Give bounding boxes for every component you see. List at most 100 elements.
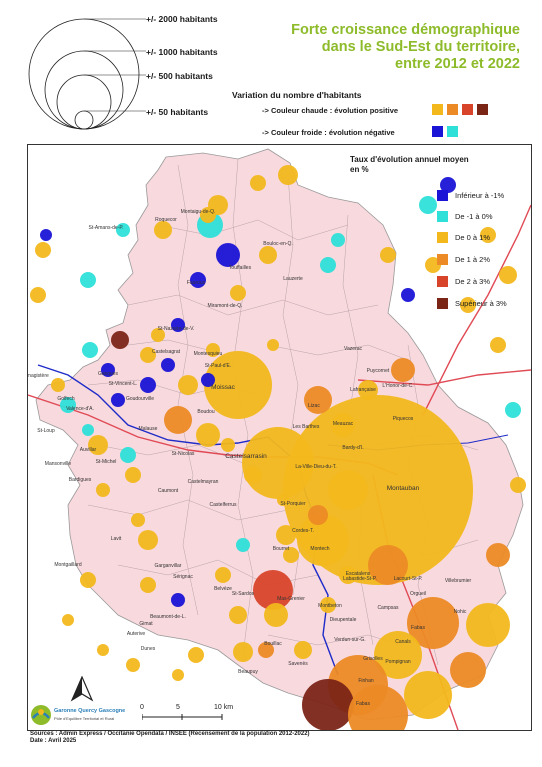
commune-circle[interactable] [242,427,314,499]
warm-swatch-3 [462,104,473,115]
commune-circle[interactable] [401,288,415,302]
commune-circle[interactable] [374,631,422,679]
commune-circle[interactable] [164,406,192,434]
commune-circle[interactable] [116,223,130,237]
commune-circle[interactable] [320,257,336,273]
commune-circle[interactable] [259,246,277,264]
commune-circle[interactable] [190,272,206,288]
commune-circle[interactable] [278,165,298,185]
commune-circle[interactable] [216,243,240,267]
commune-label: Montgaillard [54,562,81,568]
commune-circle[interactable] [82,342,98,358]
commune-circle[interactable] [328,470,368,510]
commune-circle[interactable] [250,175,266,191]
commune-circle[interactable] [221,438,235,452]
commune-circle[interactable] [499,266,517,284]
commune-circle[interactable] [267,339,279,351]
commune-circle[interactable] [126,658,140,672]
commune-label: Montbeton [318,603,342,609]
commune-label: Villebrumier [445,578,472,584]
commune-circle[interactable] [510,477,526,493]
source-line-2: Date : Avril 2025 [30,738,77,744]
commune-circle[interactable] [96,483,110,497]
commune-circle[interactable] [172,669,184,681]
commune-circle[interactable] [380,247,396,263]
commune-circle[interactable] [208,195,228,215]
commune-circle[interactable] [302,679,354,730]
commune-circle[interactable] [171,318,185,332]
commune-circle[interactable] [407,597,459,649]
commune-circle[interactable] [62,614,74,626]
commune-circle[interactable] [111,393,125,407]
map-frame[interactable]: Montaigu-de-Q. Roquecor St-Amans-de-P. Boul… [27,144,532,731]
commune-circle[interactable] [131,513,145,527]
commune-circle[interactable] [125,467,141,483]
commune-circle[interactable] [151,328,165,342]
commune-circle[interactable] [154,221,172,239]
title-line-2: dans le Sud-Est du territoire, [321,39,520,55]
commune-circle[interactable] [320,597,336,613]
commune-circle[interactable] [80,272,96,288]
commune-circle[interactable] [88,435,108,455]
commune-circle[interactable] [97,644,109,656]
commune-circle[interactable] [339,566,357,584]
commune-circle[interactable] [440,177,456,193]
commune-circle[interactable] [51,378,65,392]
commune-circle[interactable] [178,375,198,395]
commune-circle[interactable] [490,337,506,353]
commune-circle[interactable] [368,545,408,585]
commune-circle[interactable] [276,525,296,545]
commune-circle[interactable] [331,413,355,437]
commune-circle[interactable] [140,577,156,593]
commune-circle[interactable] [348,685,408,730]
commune-circle[interactable] [277,494,289,506]
commune-circle[interactable] [244,466,262,484]
commune-circle[interactable] [35,242,51,258]
commune-circle[interactable] [391,358,415,382]
commune-circle[interactable] [171,593,185,607]
commune-circle[interactable] [30,287,46,303]
commune-circle[interactable] [304,386,332,414]
commune-circle[interactable] [215,567,231,583]
commune-circle[interactable] [419,196,437,214]
rate-swatch-1 [437,190,448,201]
commune-circle[interactable] [258,642,274,658]
commune-circle[interactable] [40,229,52,241]
commune-circle[interactable] [233,642,253,662]
commune-label: Puycornet [367,368,390,374]
commune-circle[interactable] [80,572,96,588]
size-legend-2000: +/- 2000 habitants [146,14,218,24]
commune-circle[interactable] [206,343,220,357]
commune-circle[interactable] [466,603,510,647]
commune-circle[interactable] [196,423,220,447]
commune-circle[interactable] [120,447,136,463]
commune-circle[interactable] [201,373,215,387]
commune-circle[interactable] [204,351,272,419]
commune-circle[interactable] [111,331,129,349]
commune-circle[interactable] [297,514,349,566]
commune-circle[interactable] [308,505,328,525]
commune-circle[interactable] [60,397,76,413]
commune-circle[interactable] [82,424,94,436]
commune-circle[interactable] [229,606,247,624]
commune-circle[interactable] [236,538,250,552]
commune-circle[interactable] [253,570,293,610]
commune-circle[interactable] [264,603,288,627]
commune-circle[interactable] [283,547,299,563]
commune-circle[interactable] [294,641,312,659]
commune-circle[interactable] [138,530,158,550]
commune-circle[interactable] [480,227,496,243]
commune-circle[interactable] [404,671,452,719]
commune-circle[interactable] [140,347,156,363]
commune-circle[interactable] [188,647,204,663]
commune-circle[interactable] [460,297,476,313]
commune-circle[interactable] [505,402,521,418]
commune-circle[interactable] [140,377,156,393]
commune-circle[interactable] [101,363,115,377]
commune-circle[interactable] [358,380,378,400]
commune-circle[interactable] [486,543,510,567]
commune-circle[interactable] [230,285,246,301]
commune-circle[interactable] [331,233,345,247]
commune-circle[interactable] [161,358,175,372]
commune-circle[interactable] [450,652,486,688]
